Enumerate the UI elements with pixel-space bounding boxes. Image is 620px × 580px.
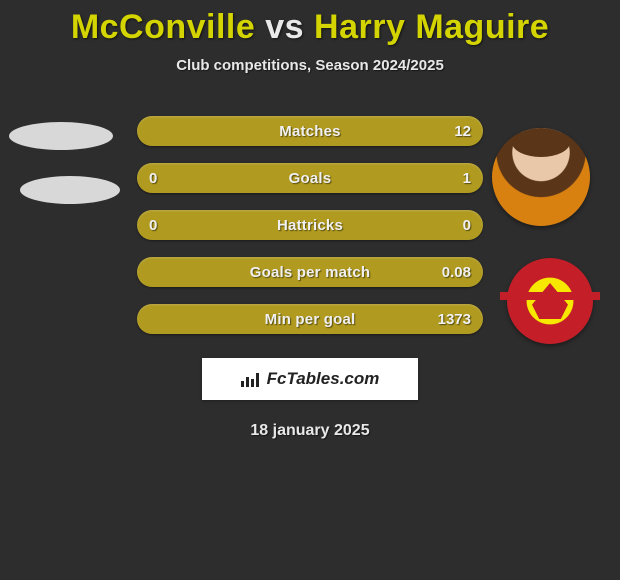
stat-row: Matches 12 <box>137 116 483 146</box>
stat-left-value: 0 <box>149 217 157 234</box>
stat-row: 0 Hattricks 0 <box>137 210 483 240</box>
stat-row: Min per goal 1373 <box>137 304 483 334</box>
subtitle: Club competitions, Season 2024/2025 <box>0 57 620 74</box>
comparison-card: McConville vs Harry Maguire Club competi… <box>0 0 620 440</box>
club-crest-icon <box>507 258 593 344</box>
stat-right-value: 1373 <box>438 311 471 328</box>
stat-label: Goals per match <box>250 264 371 281</box>
stat-left-value: 0 <box>149 170 157 187</box>
player1-name: McConville <box>71 8 255 46</box>
stat-right-value: 1 <box>463 170 471 187</box>
player2-name: Harry Maguire <box>314 8 549 46</box>
bars-icon <box>241 371 261 387</box>
date-label: 18 january 2025 <box>0 422 620 440</box>
player2-club-crest <box>500 258 600 344</box>
stat-label: Matches <box>279 123 340 140</box>
page-title: McConville vs Harry Maguire <box>0 8 620 47</box>
branding-badge: FcTables.com <box>202 358 418 400</box>
stat-right-value: 0 <box>463 217 471 234</box>
vs-label: vs <box>265 8 304 46</box>
stat-right-value: 12 <box>454 123 471 140</box>
branding-text: FcTables.com <box>267 369 380 389</box>
stat-label: Min per goal <box>265 311 356 328</box>
stat-row: Goals per match 0.08 <box>137 257 483 287</box>
stat-label: Goals <box>289 170 332 187</box>
player2-avatar <box>492 128 590 226</box>
player1-avatar-placeholder <box>9 122 113 150</box>
player1-club-placeholder <box>20 176 120 204</box>
stat-label: Hattricks <box>277 217 343 234</box>
stat-row: 0 Goals 1 <box>137 163 483 193</box>
stat-right-value: 0.08 <box>442 264 471 281</box>
